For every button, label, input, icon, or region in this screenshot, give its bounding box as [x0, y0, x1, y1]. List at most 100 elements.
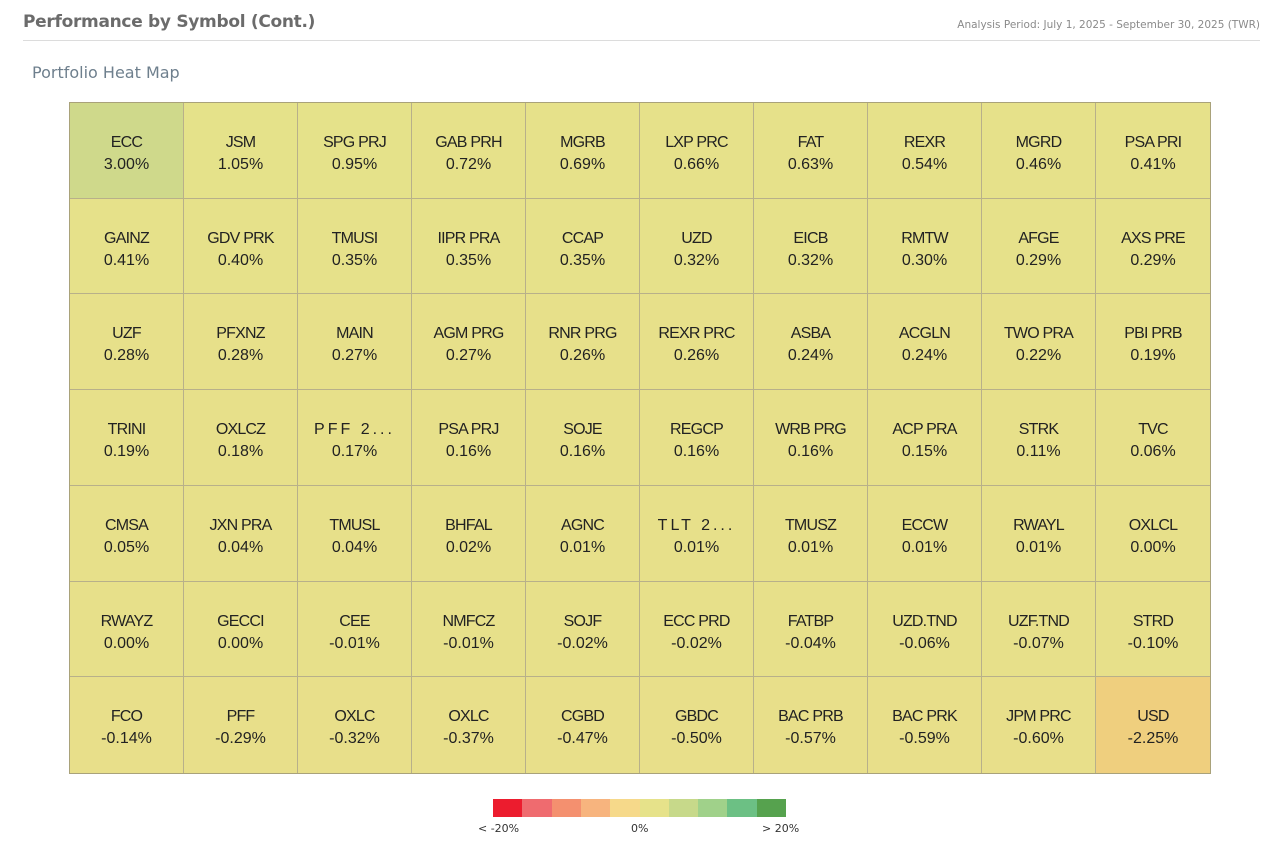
heatmap-cell[interactable]: REGCP 0.16%	[640, 390, 754, 486]
heatmap-cell[interactable]: GECCI 0.00%	[184, 581, 298, 678]
heatmap-cell[interactable]: STRK 0.11%	[982, 390, 1096, 486]
heatmap-cell[interactable]: JSM 1.05%	[184, 103, 298, 199]
heatmap-cell[interactable]: MGRB 0.69%	[526, 103, 640, 199]
heatmap-cell[interactable]: CMSA 0.05%	[70, 485, 184, 582]
heatmap-cell[interactable]: LXP PRC 0.66%	[640, 103, 754, 199]
cell-value: 0.24%	[787, 347, 834, 365]
cell-symbol: GDV PRK	[207, 229, 274, 247]
cell-symbol: TMUSZ	[784, 516, 837, 534]
cell-symbol: RNR PRG	[548, 325, 617, 343]
heatmap-cell[interactable]: AGNC 0.01%	[526, 485, 640, 582]
heatmap-cell[interactable]: TWO PRA 0.22%	[982, 294, 1096, 391]
heatmap-cell[interactable]: PSA PRI 0.41%	[1096, 103, 1210, 199]
heatmap-cell[interactable]: UZF.TND -0.07%	[982, 581, 1096, 678]
cell-symbol: SOJF	[563, 612, 603, 630]
heatmap-cell[interactable]: GAINZ 0.41%	[70, 198, 184, 295]
heatmap-cell[interactable]: PBI PRB 0.19%	[1096, 294, 1210, 391]
heatmap-cell[interactable]: TRINI 0.19%	[70, 390, 184, 486]
cell-symbol: ECC	[110, 134, 143, 151]
heatmap-cell[interactable]: ACGLN 0.24%	[868, 294, 982, 391]
heatmap-cell[interactable]: BAC PRK -0.59%	[868, 677, 982, 773]
heatmap-cell[interactable]: FATBP -0.04%	[754, 581, 868, 678]
heatmap-cell[interactable]: REXR 0.54%	[868, 103, 982, 199]
heatmap-cell[interactable]: PFF 2... 0.17%	[298, 390, 412, 486]
heatmap-cell[interactable]: CCAP 0.35%	[526, 198, 640, 295]
heatmap-cell[interactable]: ASBA 0.24%	[754, 294, 868, 391]
heatmap-cell[interactable]: MAIN 0.27%	[298, 294, 412, 391]
cell-symbol: REGCP	[670, 421, 724, 439]
heatmap-cell[interactable]: FAT 0.63%	[754, 103, 868, 199]
heatmap-cell[interactable]: SOJF -0.02%	[526, 581, 640, 678]
cell-symbol: OXLC	[448, 708, 489, 726]
heatmap-cell[interactable]: PFXNZ 0.28%	[184, 294, 298, 391]
heatmap-cell[interactable]: MGRD 0.46%	[982, 103, 1096, 199]
heatmap-cell[interactable]: AFGE 0.29%	[982, 198, 1096, 295]
heatmap-cell[interactable]: EICB 0.32%	[754, 198, 868, 295]
cell-value: -0.04%	[785, 634, 836, 652]
heatmap-cell[interactable]: OXLC -0.32%	[298, 677, 412, 773]
heatmap-cell[interactable]: USD -2.25%	[1096, 677, 1210, 773]
heatmap-cell[interactable]: RNR PRG 0.26%	[526, 294, 640, 391]
heatmap-cell[interactable]: AGM PRG 0.27%	[412, 294, 526, 391]
heatmap-cell[interactable]: IIPR PRA 0.35%	[412, 198, 526, 295]
heatmap-cell[interactable]: JPM PRC -0.60%	[982, 677, 1096, 773]
heatmap-cell[interactable]: REXR PRC 0.26%	[640, 294, 754, 391]
cell-symbol: PBI PRB	[1124, 325, 1182, 343]
page-title: Performance by Symbol (Cont.)	[23, 12, 316, 32]
heatmap-cell[interactable]: AXS PRE 0.29%	[1096, 198, 1210, 295]
heatmap-cell[interactable]: ACP PRA 0.15%	[868, 390, 982, 486]
cell-symbol: JPM PRC	[1006, 708, 1071, 726]
heatmap-cell[interactable]: TLT 2... 0.01%	[640, 485, 754, 582]
cell-value: 0.27%	[445, 347, 492, 365]
heatmap-cell[interactable]: WRB PRG 0.16%	[754, 390, 868, 486]
cell-value: 0.63%	[787, 156, 834, 173]
cell-symbol: IIPR PRA	[437, 229, 500, 247]
heatmap-cell[interactable]: GDV PRK 0.40%	[184, 198, 298, 295]
heatmap-cell[interactable]: TVC 0.06%	[1096, 390, 1210, 486]
heatmap-cell[interactable]: BAC PRB -0.57%	[754, 677, 868, 773]
heatmap-cell[interactable]: RMTW 0.30%	[868, 198, 982, 295]
cell-symbol: BHFAL	[445, 516, 493, 534]
heatmap-cell[interactable]: BHFAL 0.02%	[412, 485, 526, 582]
heatmap-cell[interactable]: SPG PRJ 0.95%	[298, 103, 412, 199]
cell-value: 0.01%	[559, 538, 606, 556]
heatmap-cell[interactable]: OXLC -0.37%	[412, 677, 526, 773]
cell-value: 0.26%	[559, 347, 606, 365]
cell-symbol: FATBP	[787, 612, 834, 630]
cell-value: 0.29%	[1130, 251, 1176, 269]
cell-symbol: OXLC	[334, 708, 375, 726]
cell-value: 0.69%	[559, 156, 606, 173]
heatmap-cell[interactable]: TMUSL 0.04%	[298, 485, 412, 582]
heatmap-cell[interactable]: NMFCZ -0.01%	[412, 581, 526, 678]
heatmap-cell[interactable]: UZD.TND -0.06%	[868, 581, 982, 678]
heatmap-cell[interactable]: RWAYL 0.01%	[982, 485, 1096, 582]
heatmap-cell[interactable]: PFF -0.29%	[184, 677, 298, 773]
cell-symbol: CEE	[339, 612, 370, 630]
heatmap-cell[interactable]: ECCW 0.01%	[868, 485, 982, 582]
heatmap-cell[interactable]: CGBD -0.47%	[526, 677, 640, 773]
heatmap-cell[interactable]: UZF 0.28%	[70, 294, 184, 391]
heatmap-cell[interactable]: OXLCZ 0.18%	[184, 390, 298, 486]
heatmap-cell[interactable]: JXN PRA 0.04%	[184, 485, 298, 582]
heatmap-cell[interactable]: UZD 0.32%	[640, 198, 754, 295]
heatmap-cell[interactable]: FCO -0.14%	[70, 677, 184, 773]
cell-value: -0.50%	[671, 730, 722, 748]
heatmap-cell[interactable]: CEE -0.01%	[298, 581, 412, 678]
cell-symbol: GBDC	[674, 708, 719, 726]
heatmap-cell[interactable]: TMUSI 0.35%	[298, 198, 412, 295]
cell-value: -0.01%	[329, 634, 380, 652]
heatmap-cell[interactable]: ECC PRD -0.02%	[640, 581, 754, 678]
heatmap-cell[interactable]: SOJE 0.16%	[526, 390, 640, 486]
heatmap-cell[interactable]: GBDC -0.50%	[640, 677, 754, 773]
heatmap-cell[interactable]: OXLCL 0.00%	[1096, 485, 1210, 582]
heatmap-cell[interactable]: PSA PRJ 0.16%	[412, 390, 526, 486]
heatmap-cell[interactable]: TMUSZ 0.01%	[754, 485, 868, 582]
cell-symbol: SOJE	[563, 421, 602, 439]
cell-symbol: ACP PRA	[892, 421, 957, 439]
heatmap-cell[interactable]: STRD -0.10%	[1096, 581, 1210, 678]
heatmap-cell[interactable]: GAB PRH 0.72%	[412, 103, 526, 199]
heatmap-cell[interactable]: RWAYZ 0.00%	[70, 581, 184, 678]
cell-symbol: PFXNZ	[216, 325, 265, 343]
heatmap-cell[interactable]: ECC 3.00%	[70, 103, 184, 199]
cell-symbol: ASBA	[790, 325, 831, 343]
